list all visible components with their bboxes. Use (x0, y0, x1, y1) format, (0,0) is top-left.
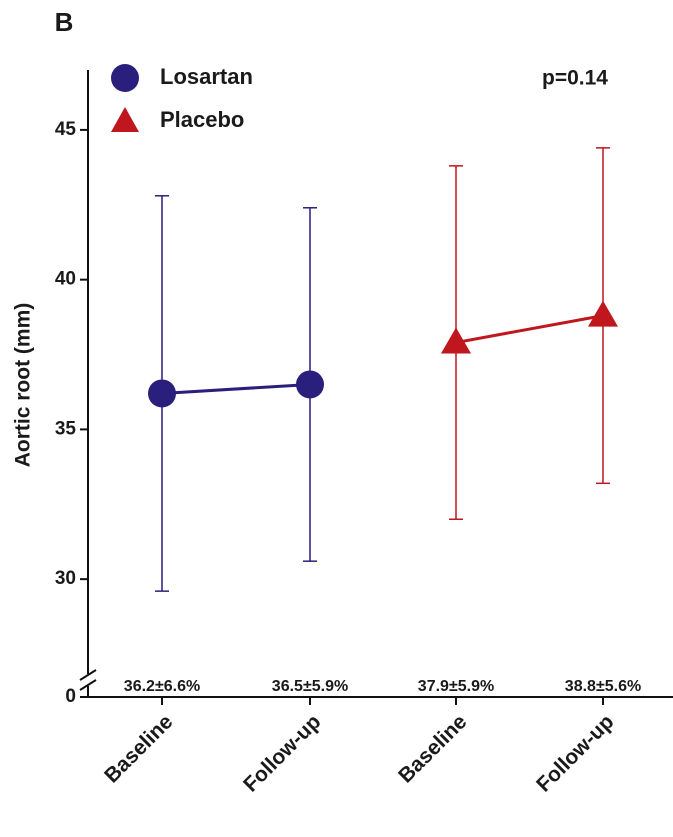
point (441, 327, 471, 354)
value-label: 38.8±5.6% (565, 678, 641, 695)
value-label: 37.9±5.9% (418, 678, 494, 695)
legend-label: Placebo (160, 107, 244, 132)
series-line (455, 314, 604, 345)
y-tick-label: 45 (55, 119, 77, 140)
y-tick-label: 40 (55, 269, 76, 290)
point (148, 379, 176, 408)
x-tick-label: Baseline (100, 710, 177, 787)
value-label: 36.2±6.6% (124, 678, 200, 695)
x-tick-label: Follow-up (239, 710, 325, 796)
axis-break (79, 679, 97, 691)
y-tick-label: 30 (55, 568, 76, 589)
point (296, 370, 324, 399)
axis-break (79, 669, 97, 681)
legend-marker (111, 107, 139, 132)
value-label: 36.5±5.9% (272, 678, 348, 695)
series-line (161, 382, 311, 395)
y-tick-label: 35 (55, 418, 77, 439)
legend-marker (111, 64, 139, 92)
annotation: p=0.14 (542, 67, 608, 90)
x-tick-label: Baseline (394, 710, 471, 787)
x-tick-label: Follow-up (532, 710, 618, 796)
y-tick-label: 0 (65, 686, 76, 707)
point (588, 300, 618, 327)
y-axis-label: Aortic root (mm) (12, 303, 35, 468)
legend-label: Losartan (160, 64, 253, 89)
panel-label: B (55, 7, 74, 37)
